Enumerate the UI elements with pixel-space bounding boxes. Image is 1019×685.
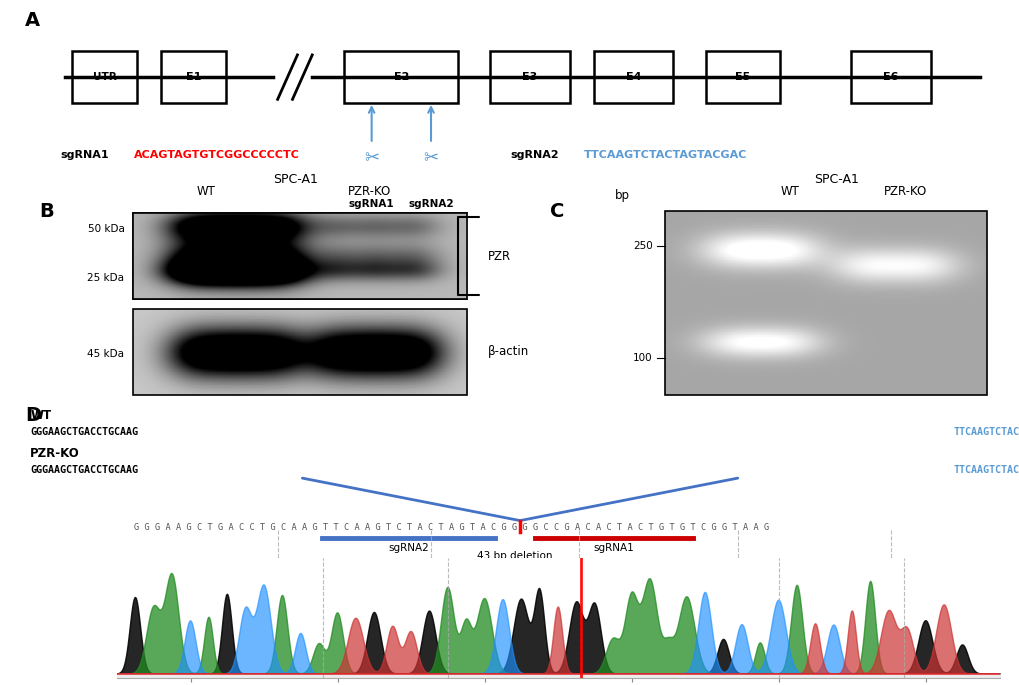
Text: sgRNA2: sgRNA2 — [388, 543, 429, 553]
Text: A: A — [25, 10, 41, 29]
Text: sgRNA2: sgRNA2 — [510, 150, 558, 160]
Text: PZR-KO: PZR-KO — [31, 447, 79, 460]
Text: ACAGTAGTGTCGGCCCCCTC: ACAGTAGTGTCGGCCCCCTC — [135, 150, 300, 160]
Bar — [490, 51, 569, 103]
Text: E6: E6 — [882, 72, 898, 82]
Text: E1: E1 — [185, 72, 201, 82]
Text: WT: WT — [31, 409, 51, 422]
Text: WT: WT — [780, 185, 798, 198]
Bar — [161, 51, 225, 103]
Text: UTR: UTR — [93, 72, 116, 82]
Bar — [344, 51, 458, 103]
Bar — [72, 51, 137, 103]
Text: G G G A A G C T G A C C T G C A A G T T C A A G T C T A C T A G T A C G G G G C : G G G A A G C T G A C C T G C A A G T T … — [135, 523, 768, 532]
Bar — [664, 212, 985, 395]
Text: 43 bp deletion: 43 bp deletion — [477, 551, 552, 561]
Text: 25 kDa: 25 kDa — [88, 273, 124, 283]
Text: ✂: ✂ — [423, 149, 438, 167]
Bar — [851, 51, 929, 103]
Bar — [132, 213, 467, 299]
Text: E4: E4 — [626, 72, 641, 82]
Text: sgRNA1: sgRNA1 — [593, 543, 634, 553]
Text: GGGAAGCTGACCTGCAAG: GGGAAGCTGACCTGCAAG — [31, 427, 139, 437]
Text: TTCAAGTCTACTAGTAC: TTCAAGTCTACTAGTAC — [953, 465, 1019, 475]
Text: E5: E5 — [735, 72, 750, 82]
Text: B: B — [39, 201, 53, 221]
Text: SPC-A1: SPC-A1 — [813, 173, 858, 186]
Text: PZR-KO: PZR-KO — [347, 185, 390, 198]
Bar — [705, 51, 779, 103]
Text: C: C — [549, 201, 564, 221]
Text: E2: E2 — [393, 72, 409, 82]
Text: 50 kDa: 50 kDa — [88, 224, 124, 234]
Text: 250: 250 — [632, 242, 652, 251]
Bar — [132, 213, 467, 299]
Bar — [132, 309, 467, 395]
Text: SPC-A1: SPC-A1 — [273, 173, 318, 186]
Text: 45 kDa: 45 kDa — [88, 349, 124, 359]
Text: PZR: PZR — [487, 250, 511, 263]
Text: D: D — [25, 406, 42, 425]
Text: sgRNA1: sgRNA1 — [60, 150, 108, 160]
Text: WT: WT — [197, 185, 215, 198]
Text: 100: 100 — [633, 353, 652, 363]
Text: sgRNA2: sgRNA2 — [408, 199, 453, 209]
Text: PZR-KO: PZR-KO — [882, 185, 926, 198]
Text: sgRNA1: sgRNA1 — [348, 199, 394, 209]
Text: bp: bp — [614, 188, 630, 201]
Bar — [594, 51, 673, 103]
Text: TTCAAGTCTACTAGTACGAC: TTCAAGTCTACTAGTACGAC — [584, 150, 747, 160]
Text: E3: E3 — [522, 72, 537, 82]
Text: TTCAAGTCTACTAGTAC: TTCAAGTCTACTAGTAC — [953, 427, 1019, 437]
Text: GGGAAGCTGACCTGCAAG: GGGAAGCTGACCTGCAAG — [31, 465, 139, 475]
Text: β-actin: β-actin — [487, 345, 528, 358]
Text: ✂: ✂ — [364, 149, 379, 167]
